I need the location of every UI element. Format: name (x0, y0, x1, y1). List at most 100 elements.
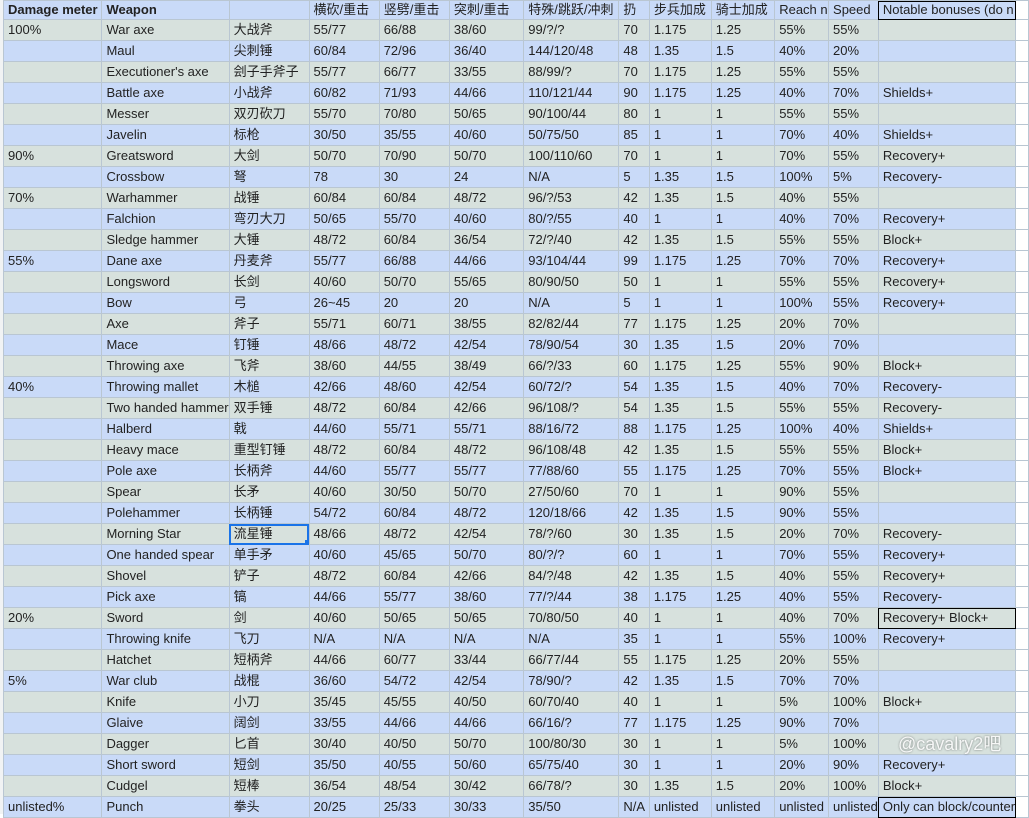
table-cell[interactable]: 55/77 (308, 250, 380, 272)
table-cell[interactable]: Mace (101, 334, 230, 356)
table-cell[interactable]: 90% (774, 502, 830, 524)
table-cell[interactable] (877, 481, 1017, 503)
table-cell[interactable]: Recovery+ (877, 565, 1017, 587)
table-cell[interactable]: 1 (648, 124, 712, 146)
table-cell[interactable]: 70% (774, 544, 830, 566)
column-header[interactable]: 骑士加成 (710, 0, 776, 20)
table-cell[interactable]: 刽子手斧子 (228, 61, 310, 83)
table-cell[interactable]: 1.35 (648, 40, 712, 62)
table-cell[interactable]: 1.25 (710, 649, 776, 671)
empty-cell[interactable] (1015, 250, 1029, 272)
table-cell[interactable]: 双手锤 (228, 397, 310, 419)
table-cell[interactable] (877, 502, 1017, 524)
table-cell[interactable]: 88/16/72 (523, 418, 620, 440)
table-cell[interactable]: 1 (710, 754, 776, 776)
table-cell[interactable]: 40% (774, 40, 830, 62)
table-cell[interactable]: 50/70 (448, 481, 525, 503)
table-cell[interactable]: 60/84 (308, 40, 380, 62)
table-cell[interactable] (877, 670, 1017, 692)
table-cell[interactable]: 55% (828, 481, 879, 503)
table-cell[interactable]: Longsword (101, 271, 230, 293)
table-cell[interactable] (877, 733, 1017, 755)
table-cell[interactable]: 40/60 (308, 607, 380, 629)
table-cell[interactable]: 50/60 (448, 754, 525, 776)
table-cell[interactable]: N/A (378, 628, 450, 650)
table-cell[interactable]: 48/72 (448, 502, 525, 524)
table-cell[interactable]: 55/71 (378, 418, 450, 440)
empty-cell[interactable] (1015, 145, 1029, 167)
table-cell[interactable]: 40 (618, 607, 650, 629)
table-cell[interactable]: 40/60 (308, 271, 380, 293)
empty-cell[interactable] (1015, 61, 1029, 83)
table-cell[interactable]: 拳头 (228, 796, 310, 818)
table-cell[interactable]: 70 (618, 145, 650, 167)
table-cell[interactable]: Shields+ (877, 82, 1017, 104)
table-cell[interactable]: 44/66 (448, 250, 525, 272)
table-cell[interactable]: Pole axe (101, 460, 230, 482)
table-cell[interactable]: N/A (448, 628, 525, 650)
empty-cell[interactable] (1015, 40, 1029, 62)
table-cell[interactable]: 55% (828, 565, 879, 587)
table-cell[interactable]: 30/33 (448, 796, 525, 818)
table-cell[interactable]: 55/65 (448, 271, 525, 293)
table-cell[interactable]: 60/72/? (523, 376, 620, 398)
table-cell[interactable]: 戟 (228, 418, 310, 440)
table-cell[interactable]: Recovery- (877, 523, 1017, 545)
column-header[interactable]: Notable bonuses (do n (877, 0, 1017, 20)
table-cell[interactable]: N/A (618, 796, 650, 818)
table-cell[interactable]: 50/70 (448, 145, 525, 167)
table-cell[interactable]: 80/?/? (523, 544, 620, 566)
table-cell[interactable]: 66/?/33 (523, 355, 620, 377)
table-cell[interactable]: 1.25 (710, 250, 776, 272)
table-cell[interactable]: 38/60 (308, 355, 380, 377)
table-cell[interactable]: 5 (618, 166, 650, 188)
table-cell[interactable]: 50/65 (308, 208, 380, 230)
table-cell[interactable]: 42/54 (448, 334, 525, 356)
table-cell[interactable]: Recovery+ (877, 292, 1017, 314)
table-cell[interactable]: 40 (618, 208, 650, 230)
table-cell[interactable]: Executioner's axe (101, 61, 230, 83)
table-cell[interactable]: 55% (828, 460, 879, 482)
table-cell[interactable]: 77 (618, 313, 650, 335)
table-cell[interactable]: 55% (828, 271, 879, 293)
table-cell[interactable]: 20% (774, 334, 830, 356)
table-cell[interactable]: 1.35 (648, 397, 712, 419)
table-cell[interactable]: 55% (774, 229, 830, 251)
table-cell[interactable]: 70% (828, 712, 879, 734)
table-cell[interactable]: 100/80/30 (523, 733, 620, 755)
table-cell[interactable]: 55% (828, 61, 879, 83)
table-cell[interactable]: Recovery- (877, 376, 1017, 398)
empty-cell[interactable] (1015, 775, 1029, 797)
table-cell[interactable]: 99 (618, 250, 650, 272)
table-cell[interactable]: 匕首 (228, 733, 310, 755)
table-cell[interactable]: 70% (774, 124, 830, 146)
empty-cell[interactable] (1015, 439, 1029, 461)
table-cell[interactable]: 1.175 (648, 460, 712, 482)
table-cell[interactable]: 78 (308, 166, 380, 188)
table-cell[interactable]: 1.35 (648, 229, 712, 251)
table-cell[interactable]: 44/60 (308, 418, 380, 440)
table-cell[interactable]: 30/50 (378, 481, 450, 503)
table-cell[interactable]: Greatsword (101, 145, 230, 167)
table-cell[interactable]: 36/54 (448, 229, 525, 251)
table-cell[interactable]: 30/40 (308, 733, 380, 755)
table-cell[interactable]: War club (101, 670, 230, 692)
table-cell[interactable]: Block+ (877, 229, 1017, 251)
table-cell[interactable]: 40/60 (448, 208, 525, 230)
table-cell[interactable]: 钉锤 (228, 334, 310, 356)
column-header[interactable]: 横砍/重击 (308, 0, 380, 20)
table-cell[interactable]: 双刃砍刀 (228, 103, 310, 125)
table-cell[interactable] (2, 481, 103, 503)
table-cell[interactable]: 20% (774, 754, 830, 776)
table-cell[interactable]: 55% (828, 145, 879, 167)
table-cell[interactable]: 55% (774, 397, 830, 419)
table-cell[interactable] (877, 334, 1017, 356)
table-cell[interactable]: 1.175 (648, 61, 712, 83)
table-cell[interactable] (2, 775, 103, 797)
table-cell[interactable]: 48/60 (378, 376, 450, 398)
table-cell[interactable]: 20 (378, 292, 450, 314)
empty-cell[interactable] (1015, 565, 1029, 587)
table-cell[interactable]: 1.35 (648, 187, 712, 209)
table-cell[interactable]: 70% (828, 313, 879, 335)
table-cell[interactable]: 100% (774, 292, 830, 314)
